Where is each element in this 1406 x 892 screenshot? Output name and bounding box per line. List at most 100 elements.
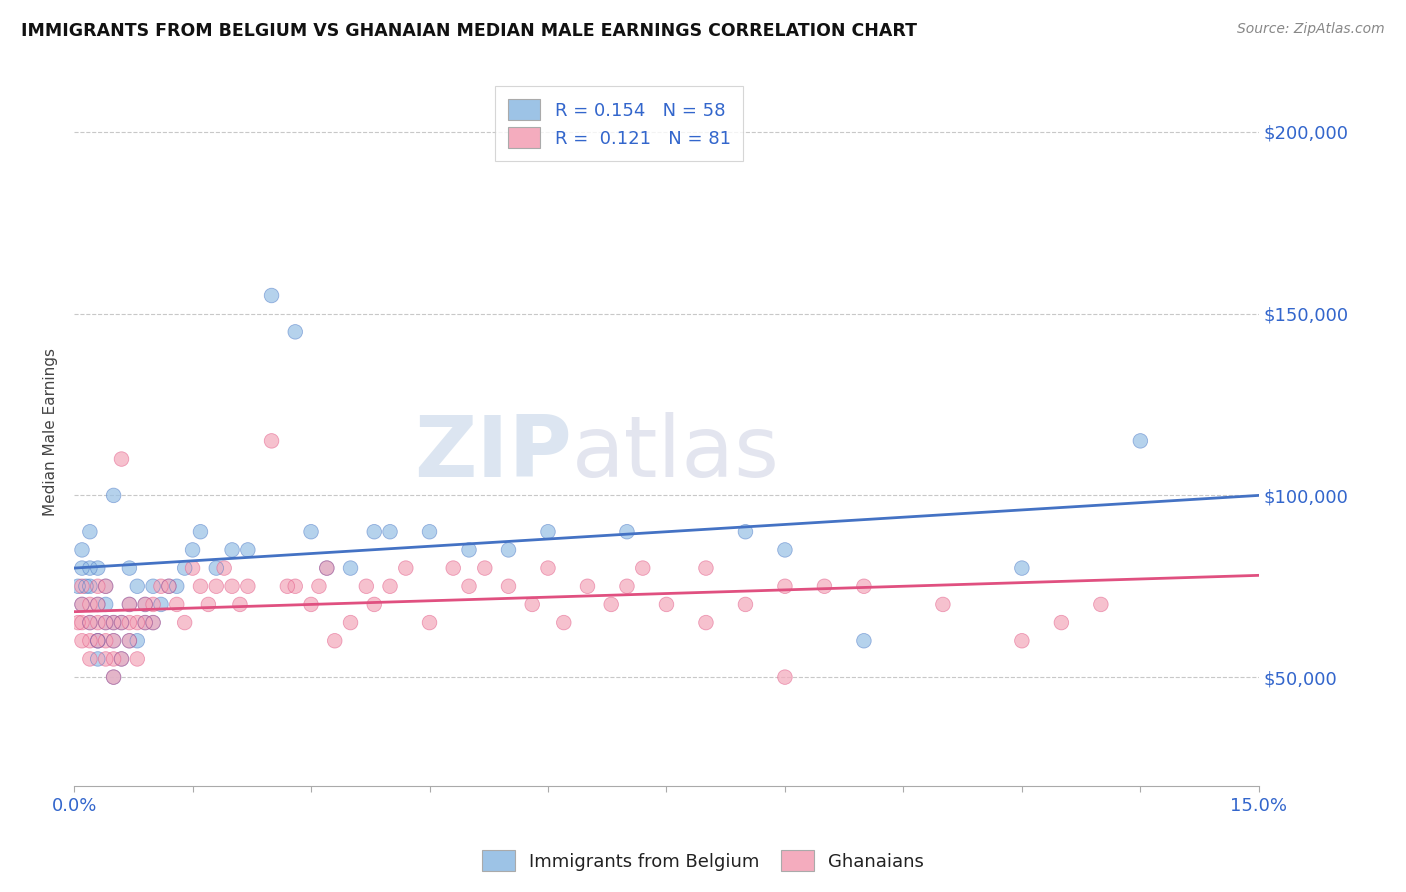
- Point: [498, 542, 520, 557]
- Point: [118, 633, 141, 648]
- Point: [734, 598, 756, 612]
- Point: [308, 579, 330, 593]
- Point: [79, 615, 101, 630]
- Point: [1011, 633, 1033, 648]
- Point: [190, 524, 212, 539]
- Point: [70, 579, 93, 593]
- Point: [127, 652, 149, 666]
- Point: [87, 561, 110, 575]
- Point: [157, 579, 180, 593]
- Point: [852, 579, 875, 593]
- Point: [118, 615, 141, 630]
- Point: [70, 598, 93, 612]
- Point: [181, 561, 204, 575]
- Point: [70, 633, 93, 648]
- Point: [356, 579, 378, 593]
- Point: [932, 598, 955, 612]
- Point: [149, 579, 172, 593]
- Point: [553, 615, 575, 630]
- Point: [94, 615, 117, 630]
- Point: [734, 524, 756, 539]
- Point: [79, 524, 101, 539]
- Point: [260, 434, 283, 448]
- Point: [67, 615, 90, 630]
- Point: [205, 561, 228, 575]
- Point: [67, 579, 90, 593]
- Point: [142, 615, 165, 630]
- Point: [87, 633, 110, 648]
- Point: [205, 579, 228, 593]
- Point: [299, 598, 322, 612]
- Point: [695, 615, 717, 630]
- Point: [498, 579, 520, 593]
- Point: [87, 652, 110, 666]
- Point: [773, 579, 796, 593]
- Point: [94, 633, 117, 648]
- Point: [576, 579, 599, 593]
- Point: [94, 579, 117, 593]
- Point: [110, 452, 132, 467]
- Text: ZIP: ZIP: [413, 411, 572, 494]
- Point: [1129, 434, 1152, 448]
- Point: [87, 652, 110, 666]
- Point: [576, 579, 599, 593]
- Point: [773, 670, 796, 684]
- Point: [299, 598, 322, 612]
- Point: [75, 579, 97, 593]
- Point: [79, 524, 101, 539]
- Point: [418, 615, 440, 630]
- Point: [79, 561, 101, 575]
- Point: [458, 542, 481, 557]
- Point: [134, 598, 156, 612]
- Point: [260, 434, 283, 448]
- Point: [655, 598, 678, 612]
- Point: [363, 598, 385, 612]
- Point: [134, 598, 156, 612]
- Point: [94, 615, 117, 630]
- Point: [127, 615, 149, 630]
- Point: [103, 633, 125, 648]
- Point: [308, 579, 330, 593]
- Point: [441, 561, 464, 575]
- Point: [190, 579, 212, 593]
- Point: [522, 598, 544, 612]
- Text: atlas: atlas: [572, 411, 780, 494]
- Point: [323, 633, 346, 648]
- Point: [537, 561, 560, 575]
- Point: [212, 561, 235, 575]
- Point: [339, 561, 361, 575]
- Point: [134, 598, 156, 612]
- Point: [173, 615, 195, 630]
- Point: [157, 579, 180, 593]
- Point: [205, 579, 228, 593]
- Point: [166, 579, 188, 593]
- Point: [70, 579, 93, 593]
- Point: [70, 598, 93, 612]
- Point: [205, 561, 228, 575]
- Y-axis label: Median Male Earnings: Median Male Earnings: [44, 348, 58, 516]
- Point: [197, 598, 219, 612]
- Point: [70, 561, 93, 575]
- Point: [1011, 561, 1033, 575]
- Point: [181, 542, 204, 557]
- Point: [236, 579, 259, 593]
- Point: [94, 579, 117, 593]
- Point: [87, 579, 110, 593]
- Point: [1129, 434, 1152, 448]
- Point: [173, 615, 195, 630]
- Point: [149, 598, 172, 612]
- Point: [1090, 598, 1112, 612]
- Point: [932, 598, 955, 612]
- Point: [94, 652, 117, 666]
- Point: [87, 598, 110, 612]
- Point: [458, 579, 481, 593]
- Point: [616, 579, 638, 593]
- Point: [127, 615, 149, 630]
- Point: [142, 598, 165, 612]
- Point: [103, 633, 125, 648]
- Point: [458, 579, 481, 593]
- Point: [110, 615, 132, 630]
- Point: [103, 670, 125, 684]
- Point: [260, 288, 283, 302]
- Point: [458, 542, 481, 557]
